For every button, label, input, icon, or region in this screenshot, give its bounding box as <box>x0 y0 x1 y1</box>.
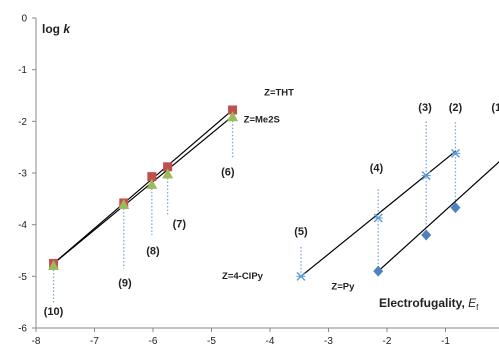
point-label: (4) <box>370 162 384 174</box>
data-point-x <box>296 271 306 281</box>
guide-lines <box>52 117 457 303</box>
data-point-triangle <box>227 111 239 122</box>
x-tick-label: -3 <box>324 336 333 347</box>
y-tick-label: -6 <box>18 324 27 335</box>
series-label: Z=THT <box>264 88 294 99</box>
data-point-triangle <box>48 260 60 270</box>
x-tick-label: -1 <box>441 336 450 347</box>
point-label: (9) <box>118 278 132 290</box>
data-point-square <box>228 105 238 115</box>
point-labels: (1) (2) (3) (4) (5) (6) (7) (8) (9) (10) <box>44 102 499 318</box>
y-ticks: 0 -1 -2 -3 -4 -5 -6 <box>18 14 36 335</box>
data-point-triangle <box>118 199 130 210</box>
data-points <box>48 105 461 281</box>
data-point-diamond <box>450 202 461 214</box>
y-tick-label: -3 <box>18 169 27 180</box>
y-tick-label: -4 <box>18 220 27 231</box>
fit-line <box>50 115 233 267</box>
data-point-diamond <box>421 229 432 241</box>
x-tick-label: -6 <box>149 336 158 347</box>
data-point-x <box>373 213 383 223</box>
series-label: Z=4-ClPy <box>222 271 264 282</box>
x-ticks: -8 -7 -6 -5 -4 -3 -2 -1 <box>32 328 450 347</box>
point-label: (10) <box>44 306 64 318</box>
y-tick-label: -1 <box>18 65 27 76</box>
x-tick-label: -7 <box>90 336 99 347</box>
fit-line <box>50 109 233 267</box>
point-label: (1) <box>491 102 499 114</box>
data-point-triangle <box>146 178 158 189</box>
data-point-x <box>450 148 460 158</box>
data-point-square <box>147 172 157 182</box>
data-point-square <box>163 162 173 172</box>
y-axis-title: log k <box>42 22 71 36</box>
x-axis-title: Electrofugality, Ef <box>379 296 479 312</box>
y-tick-label: 0 <box>21 14 27 25</box>
point-label: (8) <box>146 246 160 258</box>
fit-lines <box>50 109 499 277</box>
y-tick-label: -5 <box>18 272 27 283</box>
point-label: (7) <box>173 218 187 230</box>
point-label: (6) <box>221 167 235 179</box>
x-tick-label: -8 <box>32 336 41 347</box>
point-label: (5) <box>294 226 308 238</box>
series-label: Z=Py <box>331 281 355 292</box>
x-tick-label: -4 <box>266 336 275 347</box>
data-point-triangle <box>162 168 174 179</box>
x-tick-label: -5 <box>207 336 216 347</box>
point-label: (3) <box>418 102 432 114</box>
y-tick-label: -2 <box>18 117 27 128</box>
data-point-diamond <box>373 265 384 277</box>
x-tick-label: -2 <box>383 336 392 347</box>
series-labels: Z=THT Z=Me2S Z=4-ClPy Z=Py <box>222 88 355 293</box>
point-label: (2) <box>449 102 463 114</box>
fit-line <box>377 161 499 272</box>
data-point-x <box>421 171 431 181</box>
series-label: Z=Me2S <box>244 114 280 125</box>
